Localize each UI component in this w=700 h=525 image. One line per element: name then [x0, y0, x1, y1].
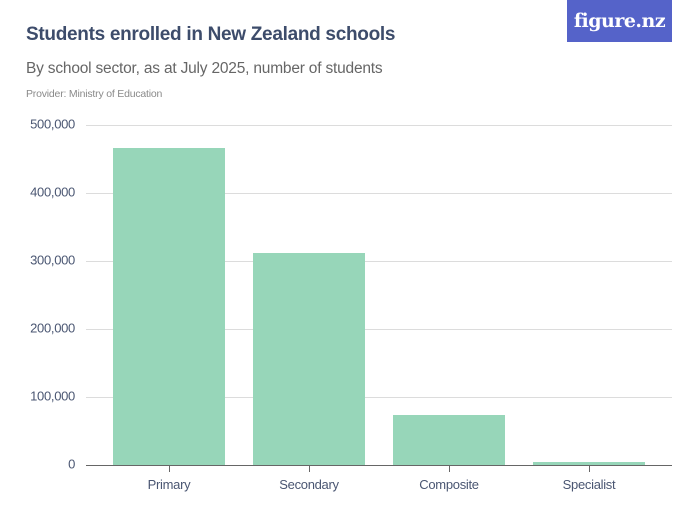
chart-title: Students enrolled in New Zealand schools	[26, 24, 396, 45]
x-tick-label: Secondary	[279, 477, 339, 492]
x-axis-line	[86, 465, 672, 466]
bar-secondary[interactable]	[253, 252, 365, 465]
x-tick-label: Composite	[419, 477, 479, 492]
y-tick-label: 400,000	[30, 184, 75, 200]
data-provider: Provider: Ministry of Education	[26, 88, 163, 100]
x-tick	[449, 466, 450, 472]
x-tick	[309, 466, 310, 472]
x-tick-label: Primary	[147, 477, 191, 492]
bar-specialist[interactable]	[533, 462, 645, 465]
x-tick	[169, 466, 170, 472]
y-tick-label: 0	[68, 456, 75, 472]
gridline	[86, 397, 672, 398]
gridline	[86, 193, 672, 194]
bar-composite[interactable]	[393, 415, 505, 465]
x-tick-label: Specialist	[562, 477, 616, 492]
figurenz-logo[interactable]: figure.nz	[567, 0, 672, 42]
y-tick-label: 200,000	[30, 320, 75, 336]
bar-primary[interactable]	[113, 148, 225, 465]
y-tick-label: 500,000	[30, 116, 75, 132]
gridline	[86, 329, 672, 330]
gridline	[86, 261, 672, 262]
chart-subtitle: By school sector, as at July 2025, numbe…	[26, 60, 383, 77]
y-tick-label: 300,000	[30, 252, 75, 268]
x-tick	[589, 466, 590, 472]
gridline	[86, 125, 672, 126]
y-tick-label: 100,000	[30, 388, 75, 404]
